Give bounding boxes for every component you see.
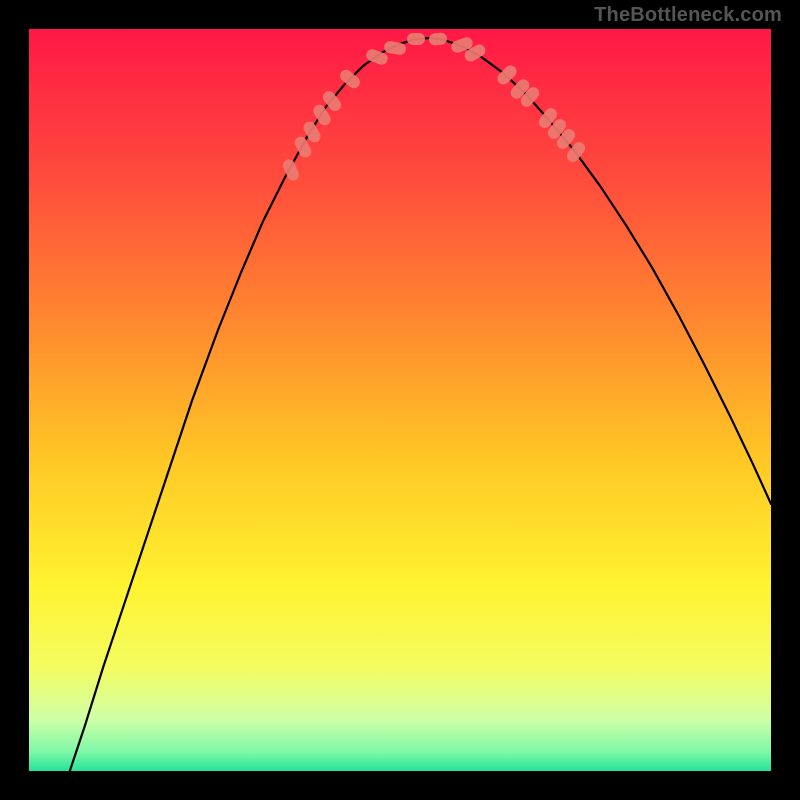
- chart-canvas: TheBottleneck.com: [0, 0, 800, 800]
- curve-marker: [383, 40, 407, 56]
- curve-marker: [429, 32, 448, 46]
- plot-frame: [28, 28, 772, 772]
- curve-marker: [407, 33, 425, 45]
- curve-marker: [338, 67, 363, 90]
- markers-layer: [29, 29, 771, 771]
- watermark-text: TheBottleneck.com: [594, 4, 782, 27]
- curve-marker: [281, 157, 301, 182]
